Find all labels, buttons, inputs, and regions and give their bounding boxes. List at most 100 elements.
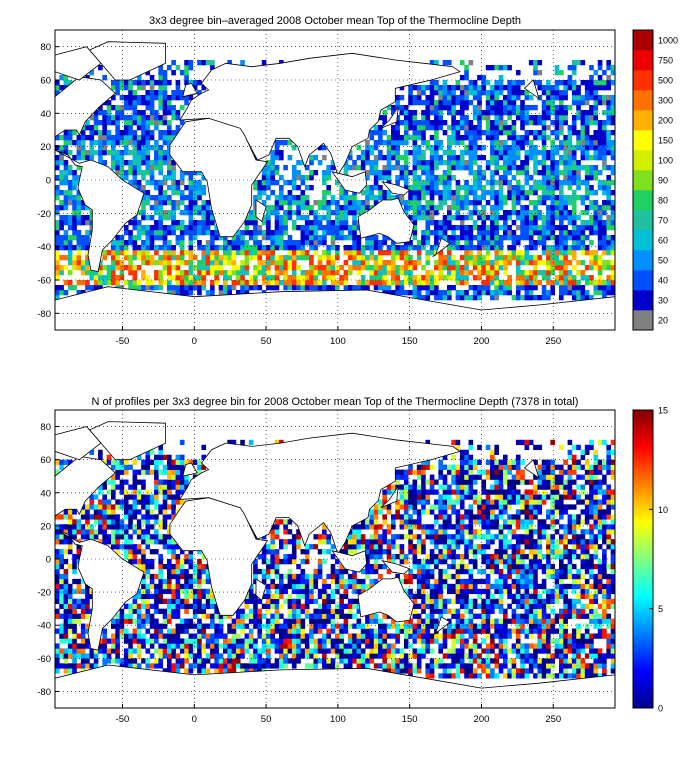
data-bin [145, 563, 151, 570]
data-bin [102, 534, 107, 540]
data-bin [283, 275, 288, 281]
data-bin [63, 195, 69, 201]
data-bin [167, 514, 172, 520]
data-bin [434, 135, 439, 141]
data-bin [451, 115, 456, 121]
data-bin [171, 255, 176, 261]
data-bin [274, 155, 280, 161]
data-bin [515, 260, 521, 266]
data-bin [132, 554, 138, 560]
data-bin [503, 280, 508, 286]
data-bin [438, 125, 443, 131]
data-bin [309, 280, 314, 286]
data-bin [580, 180, 586, 186]
data-bin [597, 135, 603, 141]
data-bin [326, 583, 331, 590]
data-bin [106, 653, 112, 659]
data-bin [554, 80, 560, 86]
data-bin [412, 220, 418, 226]
data-bin [201, 603, 207, 609]
data-bin [477, 115, 482, 121]
data-bin [179, 95, 185, 101]
data-bin [76, 653, 82, 659]
data-bin [188, 643, 194, 649]
data-bin [102, 524, 107, 530]
data-bin [515, 170, 521, 176]
data-bin [429, 150, 435, 156]
data-bin [145, 120, 151, 126]
data-bin [520, 275, 525, 281]
data-bin [111, 140, 116, 146]
data-bin [541, 170, 547, 176]
data-bin [602, 95, 607, 101]
data-bin [554, 145, 560, 151]
data-bin [576, 85, 581, 91]
data-bin [451, 160, 456, 166]
data-bin [291, 200, 297, 206]
data-bin [171, 275, 176, 281]
data-bin [563, 135, 568, 141]
data-bin [162, 180, 168, 186]
data-bin [352, 165, 357, 171]
data-bin [115, 633, 120, 639]
data-bin [67, 618, 73, 624]
data-bin [515, 270, 521, 276]
data-bin [132, 494, 138, 500]
data-bin [335, 653, 340, 659]
data-bin [416, 125, 422, 131]
data-bin [149, 499, 155, 505]
data-bin [300, 205, 306, 211]
data-bin [326, 598, 331, 604]
data-bin [399, 270, 405, 276]
data-bin [490, 185, 495, 191]
data-bin [352, 529, 357, 535]
data-bin [240, 60, 245, 66]
data-bin [412, 155, 418, 161]
data-bin [524, 115, 530, 121]
data-bin [141, 260, 146, 266]
data-bin [326, 260, 331, 266]
data-bin [171, 583, 176, 590]
data-bin [533, 105, 538, 111]
data-bin [472, 135, 478, 141]
data-bin [300, 618, 306, 624]
data-bin [270, 623, 275, 629]
data-bin [266, 638, 271, 644]
data-bin [485, 270, 491, 276]
data-bin [490, 130, 495, 136]
data-bin [85, 250, 90, 256]
data-bin [343, 275, 349, 281]
data-bin [158, 658, 163, 664]
data-bin [76, 603, 82, 609]
data-bin [270, 180, 275, 186]
data-bin [571, 285, 577, 291]
data-bin [98, 285, 103, 291]
data-bin [80, 628, 86, 634]
data-bin [136, 185, 142, 191]
data-bin [300, 568, 306, 575]
data-bin [179, 290, 185, 296]
data-bin [550, 230, 555, 236]
data-bin [451, 110, 456, 116]
data-bin [136, 170, 142, 176]
data-bin [223, 290, 228, 296]
data-bin [459, 75, 465, 81]
data-bin [589, 85, 594, 91]
data-bin [335, 623, 340, 629]
data-bin [136, 648, 142, 654]
data-bin [447, 155, 452, 161]
data-bin [154, 459, 159, 465]
data-bin [162, 504, 168, 510]
data-bin [472, 190, 478, 196]
data-bin [309, 185, 314, 191]
data-bin [520, 270, 525, 276]
data-bin [490, 195, 495, 201]
data-bin [356, 618, 362, 624]
data-bin [593, 95, 599, 101]
data-bin [434, 260, 439, 266]
data-bin [274, 519, 280, 525]
data-bin [296, 578, 301, 585]
data-bin [128, 608, 133, 614]
data-bin [481, 210, 487, 216]
data-bin [296, 613, 301, 619]
